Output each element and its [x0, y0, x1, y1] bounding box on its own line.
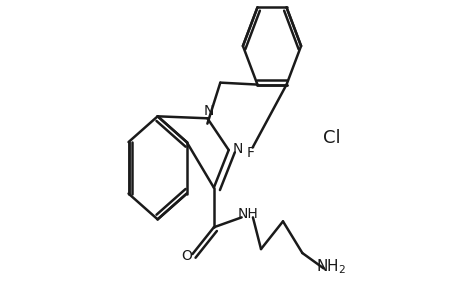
Text: Cl: Cl: [323, 129, 340, 147]
Text: O: O: [181, 249, 192, 263]
Text: NH: NH: [237, 207, 258, 221]
Text: N: N: [203, 104, 213, 118]
Text: NH$_2$: NH$_2$: [315, 258, 346, 276]
Text: F: F: [246, 146, 254, 161]
Text: N: N: [232, 142, 242, 155]
